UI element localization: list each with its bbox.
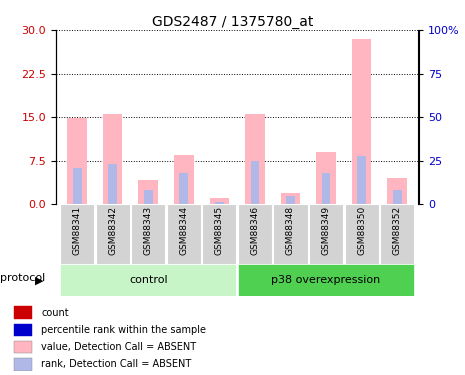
Bar: [352, 39, 372, 204]
Text: protocol: protocol: [0, 273, 45, 284]
Bar: [393, 190, 402, 204]
Text: GSM88350: GSM88350: [357, 206, 366, 255]
Text: GSM88344: GSM88344: [179, 206, 188, 255]
FancyBboxPatch shape: [345, 204, 379, 264]
Text: GSM88352: GSM88352: [392, 206, 402, 255]
Text: GSM88342: GSM88342: [108, 206, 117, 255]
Text: GSM88343: GSM88343: [144, 206, 153, 255]
Text: GSM88346: GSM88346: [251, 206, 259, 255]
Text: value, Detection Call = ABSENT: value, Detection Call = ABSENT: [41, 342, 196, 352]
FancyBboxPatch shape: [167, 204, 201, 264]
FancyBboxPatch shape: [131, 204, 166, 264]
FancyBboxPatch shape: [96, 204, 130, 264]
Bar: [73, 168, 81, 204]
Bar: [14, 306, 32, 319]
Text: percentile rank within the sample: percentile rank within the sample: [41, 325, 206, 335]
FancyBboxPatch shape: [60, 204, 94, 264]
Text: GSM88345: GSM88345: [215, 206, 224, 255]
Bar: [245, 114, 265, 204]
Bar: [108, 164, 117, 204]
Text: count: count: [41, 308, 69, 318]
FancyBboxPatch shape: [380, 204, 414, 264]
Text: GSM88341: GSM88341: [73, 206, 82, 255]
Bar: [14, 358, 32, 370]
Bar: [357, 156, 366, 204]
FancyBboxPatch shape: [309, 204, 343, 264]
Text: ▶: ▶: [35, 275, 44, 285]
Bar: [144, 190, 153, 204]
FancyBboxPatch shape: [238, 204, 272, 264]
Bar: [14, 340, 32, 353]
Bar: [210, 198, 229, 204]
Bar: [286, 196, 295, 204]
FancyBboxPatch shape: [273, 204, 307, 264]
Bar: [174, 155, 193, 204]
Bar: [281, 193, 300, 204]
Bar: [215, 202, 224, 204]
Text: control: control: [129, 275, 167, 285]
Text: GSM88349: GSM88349: [321, 206, 331, 255]
Bar: [139, 180, 158, 204]
Bar: [387, 178, 407, 204]
FancyBboxPatch shape: [60, 264, 236, 296]
Text: GDS2487 / 1375780_at: GDS2487 / 1375780_at: [152, 15, 313, 29]
FancyBboxPatch shape: [202, 204, 236, 264]
Text: p38 overexpression: p38 overexpression: [272, 275, 381, 285]
Bar: [322, 173, 331, 204]
Bar: [251, 161, 259, 204]
Bar: [103, 114, 122, 204]
FancyBboxPatch shape: [238, 264, 414, 296]
Bar: [14, 324, 32, 336]
Text: rank, Detection Call = ABSENT: rank, Detection Call = ABSENT: [41, 359, 192, 369]
Bar: [179, 173, 188, 204]
Bar: [316, 152, 336, 204]
Text: GSM88348: GSM88348: [286, 206, 295, 255]
Bar: [67, 118, 87, 204]
